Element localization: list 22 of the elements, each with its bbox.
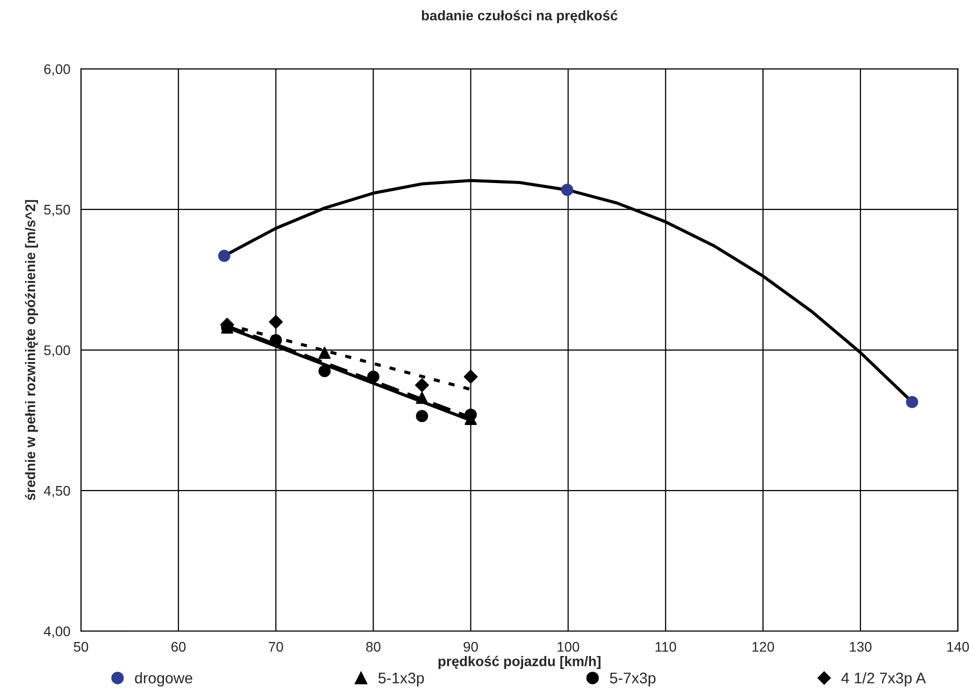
x-tick-label: 80 — [366, 642, 380, 652]
x-tick-label: 60 — [171, 642, 186, 652]
y-tick-label: 4,00 — [44, 626, 70, 638]
legend-label: drogowe — [135, 672, 192, 686]
legend-label: 5-1x3p — [378, 672, 424, 686]
legend-label: 4 1/2 7x3p A — [841, 672, 926, 686]
x-axis-title: prędkość pojazdu [km/h] — [438, 656, 600, 669]
y-tick-label: 5,50 — [44, 204, 70, 216]
y-axis-title: średnie w pełni rozwinięte opóźnienie [m/s^2] — [24, 200, 38, 500]
y-tick-label: 6,00 — [44, 64, 70, 76]
x-tick-label: 50 — [74, 642, 88, 652]
chart-title: badanie czułości na prędkość — [422, 10, 618, 24]
x-tick-label: 110 — [656, 642, 676, 652]
legend-label: 5-7x3p — [610, 672, 656, 686]
x-tick-label: 130 — [850, 642, 872, 652]
y-tick-label: 5,00 — [44, 345, 70, 357]
x-tick-label: 90 — [464, 642, 478, 652]
x-tick-label: 120 — [752, 642, 774, 652]
x-tick-label: 100 — [558, 642, 580, 652]
x-tick-label: 70 — [268, 642, 284, 652]
y-tick-label: 4,50 — [44, 486, 70, 498]
x-tick-label: 140 — [947, 642, 969, 652]
